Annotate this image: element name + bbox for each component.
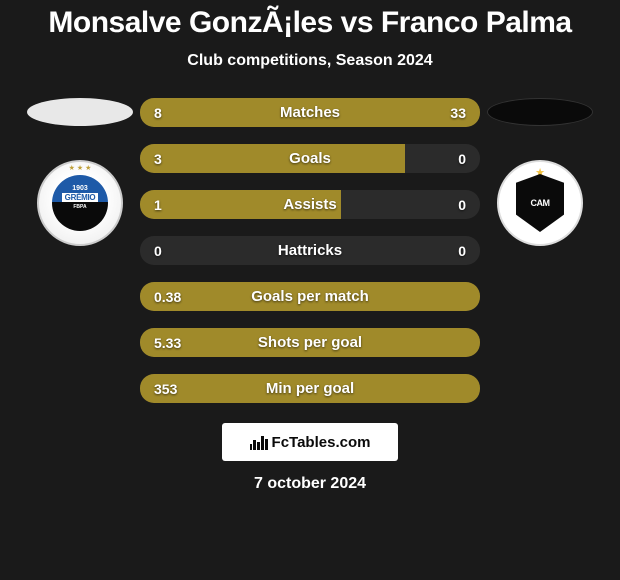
player-right-ellipse: [487, 98, 593, 126]
footer-brand-text: FcTables.com: [272, 434, 371, 451]
player-left-column: ★ ★ ★ 1903 GRÊMIO FBPA: [20, 98, 140, 246]
stat-bar: 1 Assists 0: [140, 190, 480, 219]
stat-label: Goals per match: [251, 288, 369, 305]
crest-text: CAM: [531, 198, 550, 208]
stat-value-left: 1: [154, 197, 162, 213]
stat-value-left: 0.38: [154, 289, 181, 305]
comparison-card: Monsalve GonzÃ¡les vs Franco Palma Club …: [0, 0, 620, 580]
crest-name: GRÊMIO: [62, 193, 99, 202]
stat-bar: 8 Matches 33: [140, 98, 480, 127]
stat-label: Hattricks: [278, 242, 342, 259]
stat-label: Min per goal: [266, 380, 354, 397]
footer-date: 7 october 2024: [254, 475, 366, 493]
player-right-column: ★ CAM: [480, 98, 600, 246]
stat-value-right: 0: [458, 197, 466, 213]
stat-bar: 353 Min per goal: [140, 374, 480, 403]
stat-bar: 0.38 Goals per match: [140, 282, 480, 311]
stat-label: Goals: [289, 150, 331, 167]
player-left-crest: ★ ★ ★ 1903 GRÊMIO FBPA: [37, 160, 123, 246]
stat-bar: 5.33 Shots per goal: [140, 328, 480, 357]
stat-label: Matches: [280, 104, 340, 121]
bar-fill-left: [140, 98, 206, 127]
cam-badge: CAM: [516, 174, 564, 232]
stat-value-right: 0: [458, 151, 466, 167]
gremio-badge: 1903 GRÊMIO FBPA: [52, 175, 108, 231]
stats-bars: 8Matches333Goals01Assists00Hattricks00.3…: [140, 98, 480, 403]
bar-fill-left: [140, 144, 405, 173]
player-right-crest: ★ CAM: [497, 160, 583, 246]
stat-value-left: 0: [154, 243, 162, 259]
player-left-ellipse: [27, 98, 133, 126]
crest-year: 1903: [72, 185, 88, 192]
page-subtitle: Club competitions, Season 2024: [187, 52, 432, 70]
stat-bar: 3 Goals 0: [140, 144, 480, 173]
chart-icon: [250, 434, 268, 450]
stat-label: Shots per goal: [258, 334, 362, 351]
stat-value-left: 3: [154, 151, 162, 167]
stat-value-right: 33: [450, 105, 466, 121]
stat-bar: 0 Hattricks 0: [140, 236, 480, 265]
stat-label: Assists: [283, 196, 336, 213]
page-title: Monsalve GonzÃ¡les vs Franco Palma: [48, 6, 571, 40]
main-area: ★ ★ ★ 1903 GRÊMIO FBPA 8Matches333Goals0…: [0, 98, 620, 403]
crest-stars-icon: ★ ★ ★: [69, 164, 92, 172]
bar-fill-right: [206, 98, 480, 127]
stat-value-right: 0: [458, 243, 466, 259]
crest-sub: FBPA: [73, 204, 86, 210]
footer-brand: FcTables.com: [222, 423, 398, 461]
stat-value-left: 8: [154, 105, 162, 121]
stat-value-left: 5.33: [154, 335, 181, 351]
stat-value-left: 353: [154, 381, 177, 397]
